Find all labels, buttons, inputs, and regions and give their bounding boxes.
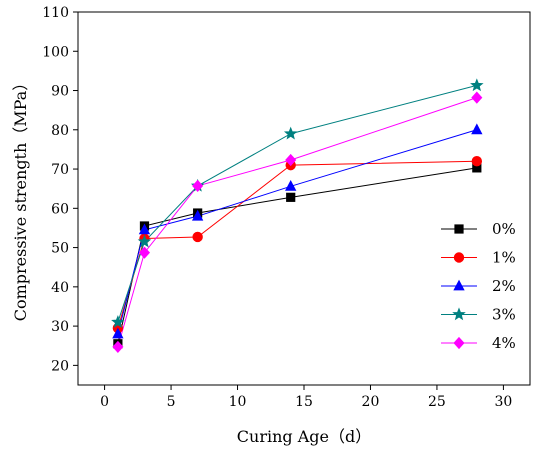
data-point — [137, 234, 152, 248]
data-point — [191, 209, 204, 221]
series-lines — [117, 84, 477, 348]
y-tick-label: 80 — [51, 123, 69, 139]
data-point — [285, 179, 297, 191]
legend-marker — [453, 252, 465, 263]
x-tick-label: 30 — [494, 394, 512, 410]
y-tick-label: 110 — [42, 5, 69, 21]
legend-label: 3% — [492, 306, 516, 324]
series-line — [117, 129, 477, 335]
y-tick-label: 100 — [42, 44, 69, 60]
series-line — [117, 160, 477, 329]
legend-marker — [453, 336, 465, 350]
series-line — [117, 84, 477, 323]
axis-ticks: 0 5 10 15 20 25 30 20 30 40 50 60 70 80 90 100 110 — [42, 5, 512, 410]
data-point — [471, 123, 483, 135]
legend-label: 1% — [492, 249, 516, 267]
x-axis-title: Curing Age（d） — [237, 427, 371, 446]
data-point — [112, 327, 124, 339]
x-tick-label: 0 — [100, 394, 109, 410]
data-point — [138, 223, 151, 235]
x-tick-label: 15 — [295, 394, 313, 410]
legend: 0% 1% 2% 3% 4% — [441, 220, 516, 352]
y-tick-label: 20 — [51, 358, 69, 374]
data-point — [192, 231, 203, 243]
series-markers — [111, 78, 484, 354]
legend-label: 0% — [492, 220, 516, 238]
data-point — [471, 155, 483, 167]
data-point — [192, 179, 204, 193]
plot-frame — [77, 11, 531, 386]
x-tick-label: 5 — [167, 394, 176, 410]
y-tick-label: 50 — [51, 241, 69, 257]
data-point — [471, 91, 483, 104]
data-point — [111, 315, 125, 328]
legend-marker — [452, 307, 466, 321]
y-tick-label: 30 — [51, 319, 69, 335]
legend-marker — [453, 279, 465, 291]
y-tick-label: 60 — [51, 201, 69, 217]
data-point — [470, 78, 484, 92]
series-line — [117, 167, 477, 344]
y-tick-label: 40 — [51, 280, 69, 296]
y-tick-label: 70 — [51, 162, 69, 178]
x-tick-label: 20 — [362, 394, 380, 410]
legend-marker — [454, 224, 464, 234]
series-line — [117, 97, 477, 348]
legend-label: 2% — [492, 277, 516, 295]
y-axis-title: Compressive strength（MPa） — [11, 75, 30, 322]
legend-label: 4% — [492, 334, 516, 352]
data-point — [286, 192, 296, 202]
data-point — [112, 340, 124, 354]
y-tick-label: 90 — [51, 84, 69, 100]
data-point — [283, 126, 298, 140]
x-tick-label: 10 — [229, 394, 247, 410]
data-point — [138, 246, 151, 259]
x-tick-label: 25 — [428, 394, 446, 410]
data-point — [285, 153, 297, 167]
